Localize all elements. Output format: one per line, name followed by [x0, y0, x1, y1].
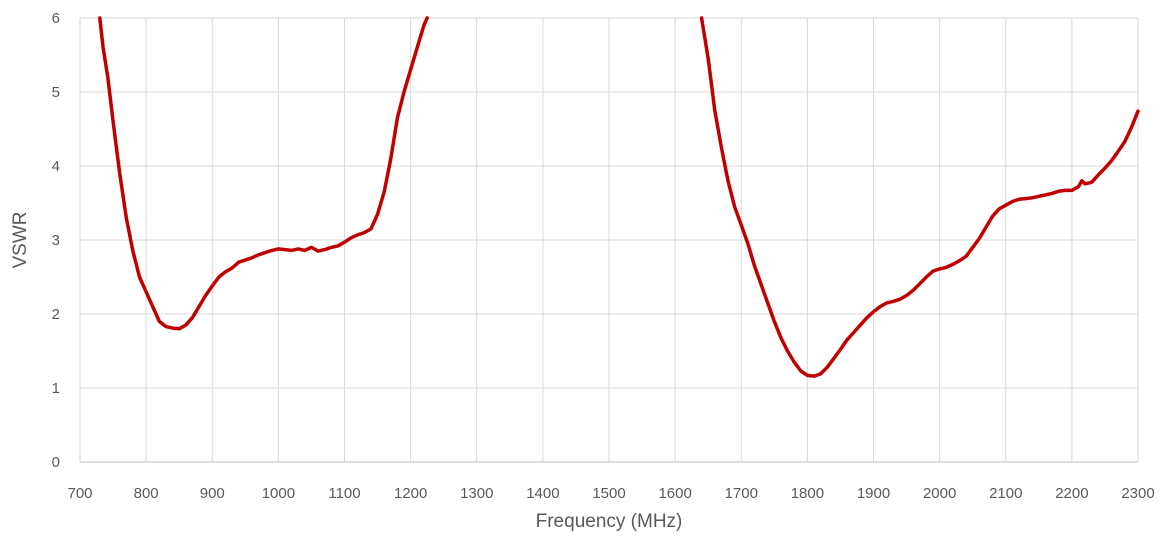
gridlines — [79, 17, 1139, 463]
x-tick-label: 2300 — [1121, 485, 1154, 502]
x-tick-label: 2200 — [1055, 485, 1088, 502]
x-tick-label: 1600 — [658, 485, 691, 502]
x-tick-label: 700 — [67, 485, 92, 502]
y-tick-label: 5 — [52, 84, 60, 101]
x-tick-label: 1200 — [394, 485, 427, 502]
y-tick-label: 6 — [52, 10, 60, 27]
x-tick-label: 1000 — [262, 485, 295, 502]
y-tick-labels: 0 1 2 3 4 5 6 — [52, 10, 60, 471]
x-tick-label: 800 — [134, 485, 159, 502]
y-tick-label: 3 — [52, 232, 60, 249]
x-tick-label: 2000 — [923, 485, 956, 502]
x-tick-labels: 700 800 900 1000 1100 1200 1300 1400 1500 1600 170… — [67, 485, 1154, 502]
vswr-series-line — [98, 16, 429, 331]
series-layer — [98, 16, 1140, 378]
y-tick-label: 0 — [52, 454, 60, 471]
x-tick-label: 1700 — [725, 485, 758, 502]
x-tick-label: 1100 — [328, 485, 360, 502]
y-tick-label: 1 — [52, 380, 60, 397]
x-tick-label: 1900 — [857, 485, 890, 502]
x-tick-label: 900 — [200, 485, 225, 502]
x-tick-label: 2100 — [989, 485, 1022, 502]
x-tick-label: 1800 — [791, 485, 824, 502]
y-axis-title: VSWR — [10, 212, 31, 269]
x-tick-label: 1500 — [592, 485, 625, 502]
vswr-series-line — [699, 16, 1140, 378]
y-tick-label: 4 — [52, 158, 60, 175]
x-axis-title: Frequency (MHz) — [536, 511, 683, 532]
x-tick-label: 1300 — [460, 485, 493, 502]
x-tick-label: 1400 — [526, 485, 559, 502]
y-tick-label: 2 — [52, 306, 60, 323]
